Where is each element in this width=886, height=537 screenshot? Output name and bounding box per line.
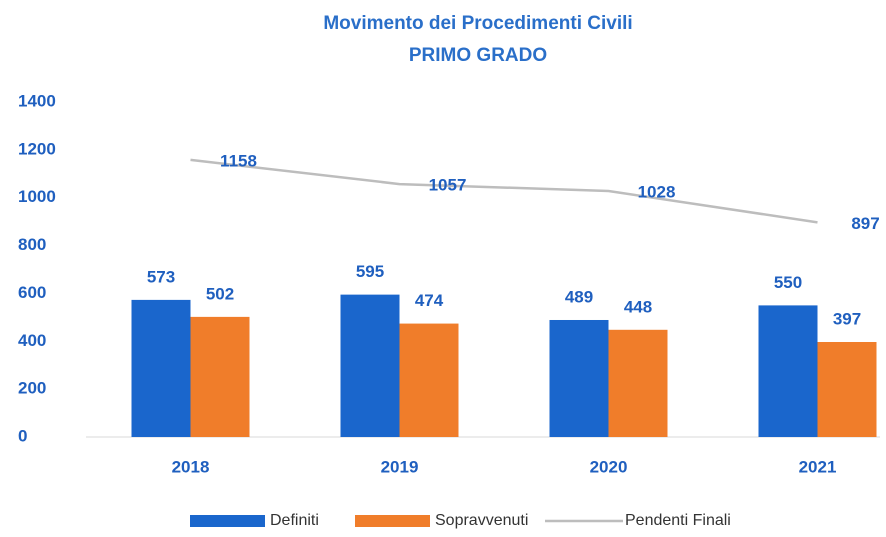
y-tick-label: 200 — [18, 379, 46, 398]
data-label: 502 — [206, 284, 234, 303]
x-tick-label: 2019 — [381, 457, 419, 476]
data-label: 897 — [851, 214, 879, 233]
data-label: 448 — [624, 297, 652, 316]
chart-title: Movimento dei Procedimenti Civili — [323, 13, 632, 34]
y-tick-label: 600 — [18, 283, 46, 302]
x-tick-label: 2018 — [172, 457, 210, 476]
data-label: 1057 — [429, 176, 467, 195]
x-tick-label: 2020 — [590, 457, 628, 476]
bar — [399, 323, 459, 437]
data-label: 489 — [565, 287, 593, 306]
line — [190, 158, 818, 224]
y-tick-label: 400 — [18, 331, 46, 350]
y-tick-label: 1200 — [18, 139, 56, 158]
legend-swatch — [190, 515, 265, 527]
bar — [190, 316, 250, 437]
data-label: 1158 — [220, 151, 257, 170]
bar — [758, 305, 818, 437]
y-tick-label: 1000 — [18, 187, 56, 206]
y-tick-label: 0 — [18, 426, 27, 445]
bar — [608, 329, 668, 437]
bar — [131, 299, 191, 437]
legend-label: Sopravvenuti — [435, 512, 528, 529]
data-label: 1028 — [638, 182, 676, 201]
y-tick-label: 1400 — [18, 91, 56, 110]
y-tick-label: 800 — [18, 235, 46, 254]
legend-label: Pendenti Finali — [625, 512, 731, 529]
data-label: 573 — [147, 267, 175, 286]
data-label: 595 — [356, 262, 384, 281]
chart-subtitle: PRIMO GRADO — [409, 45, 547, 66]
legend-swatch — [355, 515, 430, 527]
bar — [340, 294, 400, 437]
legend-label: Definiti — [270, 512, 319, 529]
data-label: 550 — [774, 273, 802, 292]
bar — [549, 319, 609, 437]
data-label: 474 — [415, 291, 444, 310]
x-tick-label: 2021 — [799, 457, 837, 476]
data-label: 397 — [833, 309, 861, 328]
bar — [817, 342, 877, 437]
